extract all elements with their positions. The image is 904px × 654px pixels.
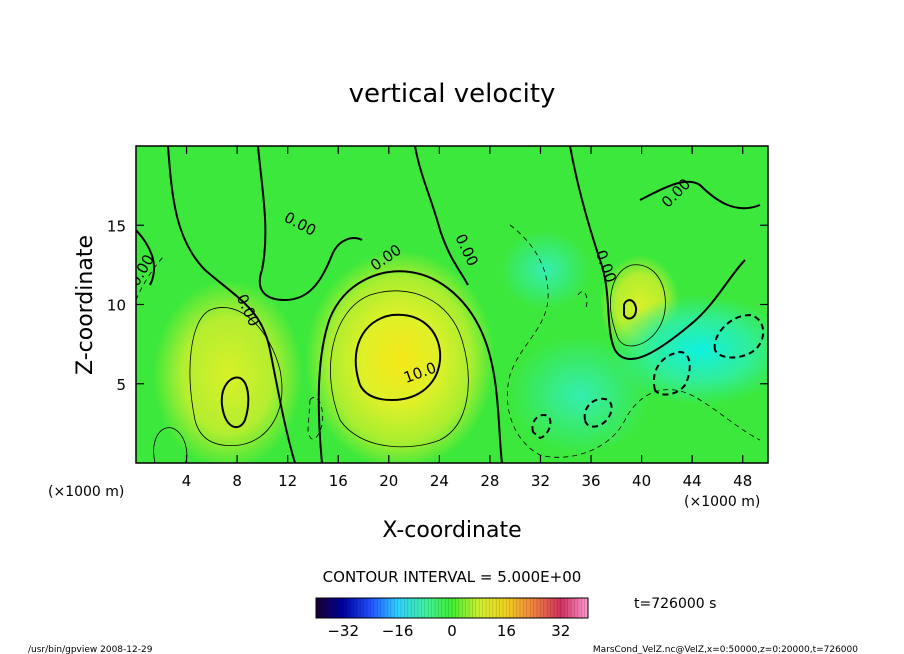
zero-contour-right bbox=[569, 146, 746, 361]
x-tick-label-0: 4 bbox=[182, 472, 192, 490]
x-tick-label-10: 44 bbox=[683, 472, 702, 490]
x-tick-label-1: 8 bbox=[232, 472, 242, 490]
x-tick-label-7: 32 bbox=[531, 472, 550, 490]
footer-right: MarsCond_VelZ.nc@VelZ,x=0:50000,z=0:2000… bbox=[593, 645, 858, 654]
x-tick-label-3: 16 bbox=[329, 472, 348, 490]
x-tick-label-5: 24 bbox=[430, 472, 449, 490]
zero-contour-center bbox=[317, 270, 503, 463]
colorbar-tick-label-2: 0 bbox=[447, 622, 457, 640]
zero-contour-center-upper bbox=[414, 146, 469, 286]
updraft-region-center bbox=[305, 250, 495, 463]
positive-contour-10 bbox=[354, 313, 442, 402]
time-label: t=726000 s bbox=[634, 596, 716, 612]
x-axis-label: X-coordinate bbox=[382, 518, 521, 543]
contour-lines bbox=[136, 146, 765, 463]
colorbar-tick-label-3: 16 bbox=[497, 622, 516, 640]
x-tick-label-8: 36 bbox=[581, 472, 600, 490]
x-tick-label-6: 28 bbox=[480, 472, 499, 490]
x-tick-label-9: 40 bbox=[632, 472, 651, 490]
x-tick-label-11: 48 bbox=[733, 472, 752, 490]
colorbar-gradient bbox=[316, 598, 588, 618]
negative-contour-lower bbox=[583, 397, 613, 428]
chart-title: vertical velocity bbox=[349, 79, 556, 109]
zero-contour-ridge bbox=[257, 146, 363, 302]
positive-contour-10-left bbox=[220, 376, 250, 429]
y-axis: 5 10 15 bbox=[107, 217, 768, 394]
positive-contour-10-right bbox=[623, 299, 638, 320]
colorbar bbox=[315, 597, 589, 619]
footer-left: /usr/bin/gpview 2008-12-29 bbox=[28, 645, 153, 654]
y-tick-label-2: 15 bbox=[107, 217, 126, 235]
x-tick-label-4: 20 bbox=[379, 472, 398, 490]
x-tick-label-2: 12 bbox=[278, 472, 297, 490]
zero-contour-left-column bbox=[167, 146, 296, 463]
y-tick-label-0: 5 bbox=[116, 376, 126, 394]
colorbar-tick-label-4: 32 bbox=[551, 622, 570, 640]
positive-contour-5-center bbox=[330, 290, 469, 448]
contour-interval-text: CONTOUR INTERVAL = 5.000E+00 bbox=[323, 568, 582, 586]
colorbar-tick-label-0: −32 bbox=[327, 622, 359, 640]
x-unit-label: (×1000 m) bbox=[684, 494, 760, 510]
positive-contour-5-lowerleft bbox=[153, 427, 188, 463]
zero-contour-left-edge bbox=[136, 229, 155, 286]
colorbar-frame bbox=[315, 597, 589, 619]
negative-contour-thin-2 bbox=[136, 254, 166, 301]
colorbar-tick-label-1: −16 bbox=[382, 622, 414, 640]
negative-contour-thin-4 bbox=[577, 291, 588, 311]
y-unit-label: (×1000 m) bbox=[48, 484, 124, 500]
downdraft-region-upper bbox=[500, 230, 590, 310]
colorbar-ticks: −32 −16 0 16 32 bbox=[327, 622, 570, 640]
positive-contour-5-left bbox=[189, 307, 283, 447]
zero-contour-far-right bbox=[639, 180, 761, 210]
negative-contour-thin-3 bbox=[307, 397, 324, 440]
downdraft-region-lower bbox=[510, 335, 650, 455]
updraft-region-left bbox=[153, 280, 303, 463]
x-axis: 4 8 12 16 20 24 28 32 36 40 44 48 bbox=[182, 146, 752, 490]
y-tick-label-1: 10 bbox=[107, 297, 126, 315]
negative-contour-far-right bbox=[713, 313, 765, 359]
y-axis-label: Z-coordinate bbox=[73, 235, 98, 375]
positive-contour-5-right bbox=[610, 264, 666, 347]
